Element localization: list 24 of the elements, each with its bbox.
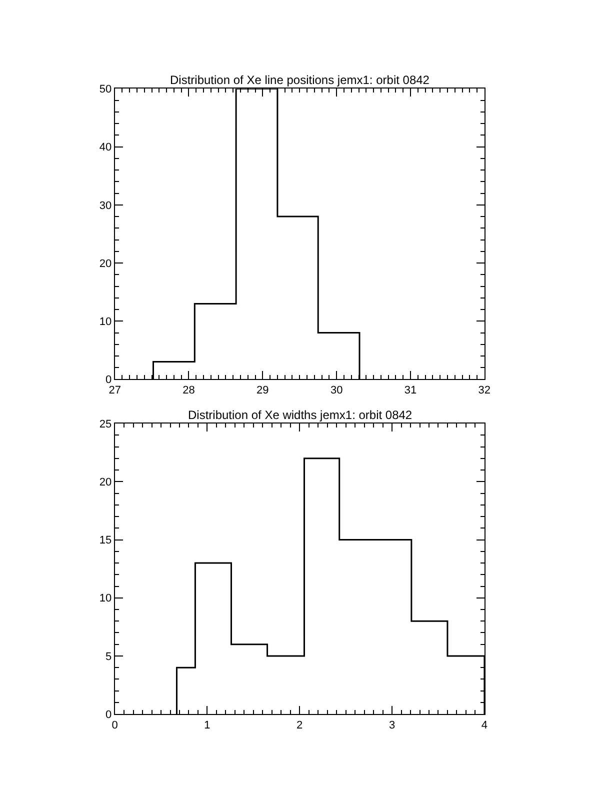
y-tick-label: 15 [99,534,112,547]
y-tick-label: 10 [99,316,112,328]
y-tick-label: 0 [106,708,112,721]
x-tick-label: 29 [256,384,269,396]
y-tick-label: 20 [99,258,112,270]
y-tick-label: 30 [99,200,112,212]
y-tick-label: 25 [99,418,112,430]
y-tick-label: 20 [99,476,112,489]
x-tick-label: 2 [296,719,303,732]
x-tick-label: 4 [481,719,488,732]
x-tick-label: 28 [182,384,195,396]
x-tick-label: 3 [388,719,396,732]
x-tick-label: 31 [404,384,417,396]
y-tick-label: 50 [99,84,112,96]
y-tick-label: 0 [106,374,112,386]
x-tick-label: 1 [204,719,210,732]
chart-title: Distribution of Xe line positions jemx1: orbit 0842 [170,73,430,87]
y-tick-label: 40 [99,142,112,154]
x-tick-label: 32 [478,384,491,396]
y-tick-label: 5 [106,650,112,663]
x-tick-label: 27 [108,384,121,396]
y-tick-label: 10 [99,592,112,605]
x-tick-label: 30 [330,384,343,396]
chart-title: Distribution of Xe widths jemx1: orbit 0842 [188,408,412,422]
